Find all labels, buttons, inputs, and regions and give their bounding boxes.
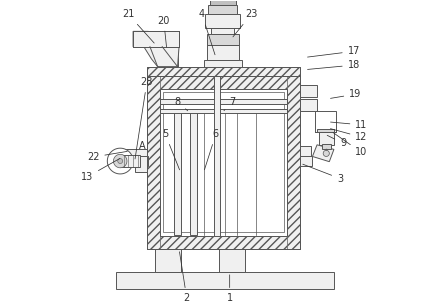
- Bar: [147, 76, 300, 249]
- Bar: [300, 99, 317, 111]
- Text: 11: 11: [330, 120, 368, 130]
- Text: 28: 28: [135, 77, 153, 159]
- Text: 9: 9: [327, 135, 346, 148]
- Text: A: A: [139, 141, 146, 151]
- Bar: [300, 146, 311, 163]
- Bar: [300, 85, 317, 97]
- Bar: [147, 76, 300, 249]
- Polygon shape: [107, 148, 133, 174]
- Text: 22: 22: [87, 152, 127, 162]
- Bar: [133, 31, 179, 47]
- Bar: [158, 48, 178, 67]
- Bar: [119, 149, 147, 156]
- Bar: [160, 109, 287, 113]
- Bar: [160, 89, 287, 236]
- Bar: [147, 67, 300, 76]
- Bar: [219, 249, 245, 272]
- Bar: [160, 236, 287, 249]
- Bar: [210, 0, 236, 5]
- Bar: [190, 109, 197, 235]
- Text: 13: 13: [81, 158, 120, 182]
- Polygon shape: [313, 145, 334, 162]
- Text: 12: 12: [330, 129, 368, 142]
- Text: 19: 19: [330, 89, 361, 99]
- Bar: [155, 249, 181, 272]
- Bar: [116, 272, 334, 289]
- Text: 10: 10: [333, 133, 368, 157]
- Bar: [174, 109, 181, 235]
- Bar: [133, 156, 148, 166]
- Bar: [317, 129, 334, 132]
- Bar: [120, 155, 140, 167]
- Text: 6: 6: [204, 129, 219, 170]
- Bar: [319, 132, 334, 145]
- Text: 2: 2: [179, 252, 190, 303]
- Text: 20: 20: [158, 16, 170, 47]
- Text: 17: 17: [308, 46, 360, 57]
- Text: 21: 21: [122, 10, 154, 43]
- Bar: [315, 111, 336, 132]
- Text: 7: 7: [224, 97, 236, 111]
- Bar: [287, 76, 300, 249]
- Bar: [211, 28, 234, 34]
- Polygon shape: [118, 159, 123, 164]
- Bar: [321, 144, 331, 149]
- Polygon shape: [133, 31, 178, 67]
- Text: 5: 5: [162, 129, 179, 170]
- Bar: [147, 76, 160, 249]
- Bar: [163, 92, 284, 233]
- Polygon shape: [133, 47, 179, 67]
- Bar: [206, 45, 239, 60]
- Bar: [160, 76, 287, 89]
- Bar: [300, 156, 313, 166]
- Bar: [208, 5, 238, 14]
- Polygon shape: [323, 150, 329, 156]
- Text: 4: 4: [199, 10, 215, 55]
- Text: 18: 18: [308, 60, 360, 70]
- Bar: [204, 60, 242, 67]
- Bar: [147, 67, 300, 76]
- Bar: [214, 76, 220, 236]
- Bar: [205, 14, 240, 28]
- Text: 3: 3: [303, 164, 343, 184]
- Text: 1: 1: [226, 275, 233, 303]
- Polygon shape: [114, 154, 127, 168]
- Text: 8: 8: [174, 97, 188, 111]
- Bar: [135, 156, 147, 172]
- Bar: [160, 99, 287, 104]
- Text: 23: 23: [233, 10, 258, 37]
- Bar: [206, 34, 239, 45]
